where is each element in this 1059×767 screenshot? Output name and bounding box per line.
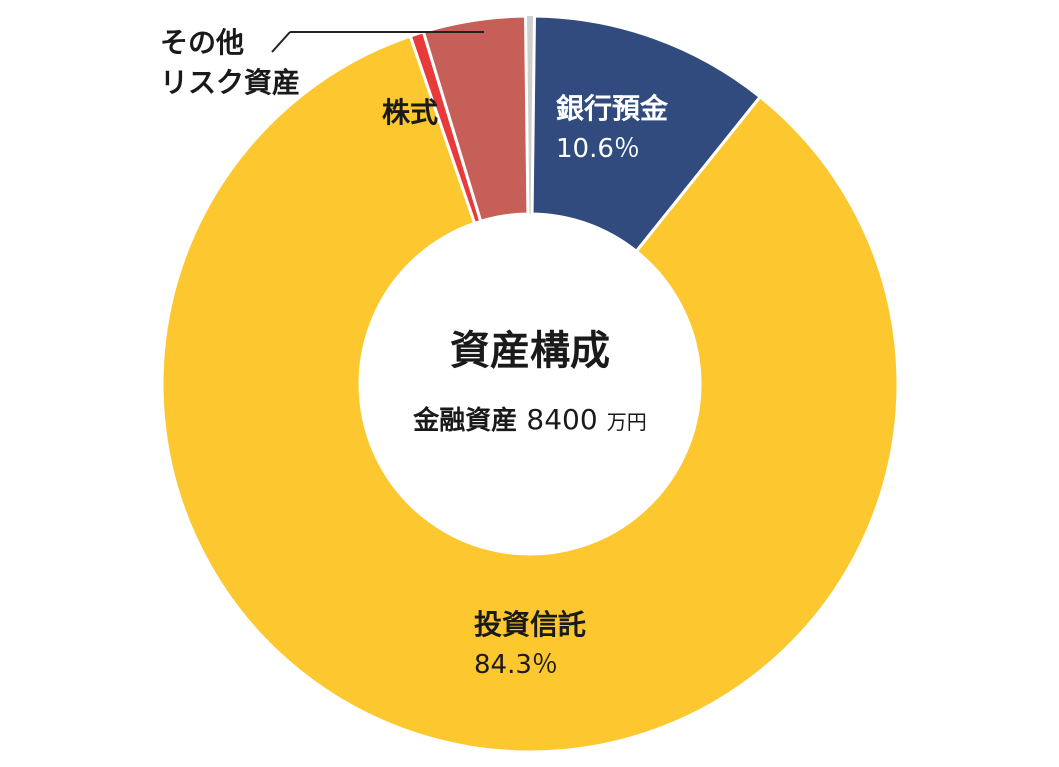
center-subtitle-label: 金融資産: [413, 406, 518, 436]
center-subtitle-amount: 8400: [526, 403, 598, 436]
center-title: 資産構成: [450, 328, 610, 374]
label-other-line1: その他: [160, 26, 245, 59]
center-subtitle: 金融資産 8400 万円: [330, 400, 730, 442]
slice-investment-trust: [160, 34, 900, 754]
label-fund: 投資信託: [474, 608, 587, 641]
label-stock: 株式: [382, 96, 439, 129]
slice-bank-deposit: [530, 14, 763, 254]
center-subtitle-unit: 万円: [606, 410, 647, 434]
label-fund-pct: 84.3％: [474, 650, 558, 680]
label-bank: 銀行預金: [556, 92, 669, 125]
donut-slices: [160, 14, 900, 754]
leader-line-other: [271, 31, 291, 53]
label-bank-pct: 10.6％: [556, 134, 640, 164]
slice-stocks: [421, 14, 530, 224]
label-other-line2: リスク資産: [160, 66, 301, 99]
